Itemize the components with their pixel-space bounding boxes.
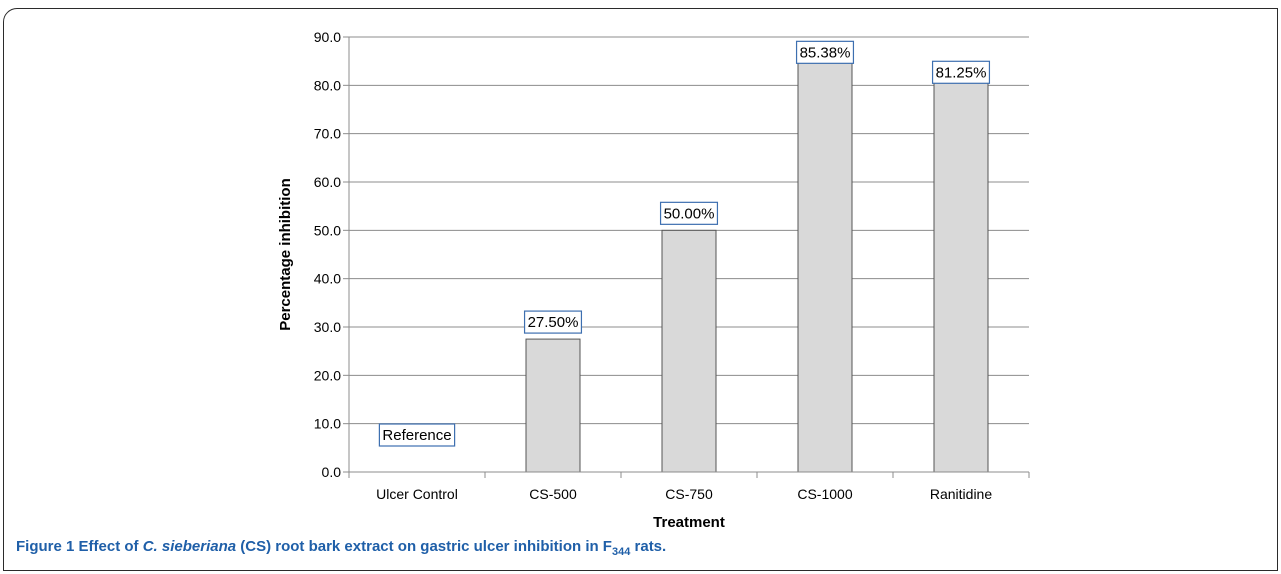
x-tick-label: CS-750 xyxy=(665,486,713,502)
y-tick-labels: 0.0 10.0 20.0 30.0 40.0 50.0 60.0 70.0 80.0 90.0 xyxy=(314,29,341,480)
data-label: 50.00% xyxy=(659,201,719,225)
y-tick-label: 50.0 xyxy=(314,222,341,238)
data-label-box xyxy=(378,423,456,447)
y-tick-label: 60.0 xyxy=(314,174,341,190)
data-label: 27.50% xyxy=(523,310,583,334)
x-tick-label: Ulcer Control xyxy=(376,486,458,502)
data-label: Reference xyxy=(378,423,456,447)
y-tick-label: 30.0 xyxy=(314,319,341,335)
bar xyxy=(525,338,581,473)
data-label-box xyxy=(659,201,719,225)
figure-frame xyxy=(3,8,1278,571)
x-tick-label: Ranitidine xyxy=(930,486,992,502)
caption-text-after: rats. xyxy=(630,538,667,555)
data-label-text: 81.25% xyxy=(936,64,987,81)
bar xyxy=(933,78,989,473)
data-label-text: 27.50% xyxy=(528,314,579,331)
data-label-box xyxy=(795,40,855,64)
y-axis-title: Percentage inhibition xyxy=(277,178,294,331)
data-label: 81.25% xyxy=(931,60,991,84)
data-label: 85.38% xyxy=(795,40,855,64)
caption-subscript: 344 xyxy=(611,546,631,558)
bars xyxy=(525,58,989,473)
caption-text-middle: (CS) root bark extract on gastric ulcer … xyxy=(236,538,612,555)
data-label-text: Reference xyxy=(382,427,451,444)
data-label-text: 85.38% xyxy=(800,44,851,61)
y-tick-label: 0.0 xyxy=(322,464,342,480)
data-labels: Reference 27.50% 50.00% 85.38% 81.25% xyxy=(378,40,991,447)
y-tick-label: 40.0 xyxy=(314,271,341,287)
bar xyxy=(797,58,853,473)
y-tick-label: 90.0 xyxy=(314,29,341,45)
x-tick-label: CS-1000 xyxy=(797,486,852,502)
y-tick-label: 70.0 xyxy=(314,126,341,142)
caption-text-before: Effect of xyxy=(74,538,143,555)
caption-label: Figure 1 xyxy=(16,538,75,555)
x-tick-label: CS-500 xyxy=(529,486,577,502)
bar xyxy=(661,229,717,473)
x-axis-title: Treatment xyxy=(653,514,725,531)
y-tick-label: 80.0 xyxy=(314,77,341,93)
data-label-text: 50.00% xyxy=(664,205,715,222)
data-label-box xyxy=(523,310,583,334)
data-label-box xyxy=(931,60,991,84)
y-tick-label: 10.0 xyxy=(314,416,341,432)
y-tick-label: 20.0 xyxy=(314,367,341,383)
figure-caption: Figure 1 Effect of C. sieberiana (CS) ro… xyxy=(16,538,666,558)
caption-species: C. sieberiana xyxy=(142,538,237,555)
x-tick-labels: Ulcer Control CS-500 CS-750 CS-1000 Ranitidi… xyxy=(376,486,992,502)
